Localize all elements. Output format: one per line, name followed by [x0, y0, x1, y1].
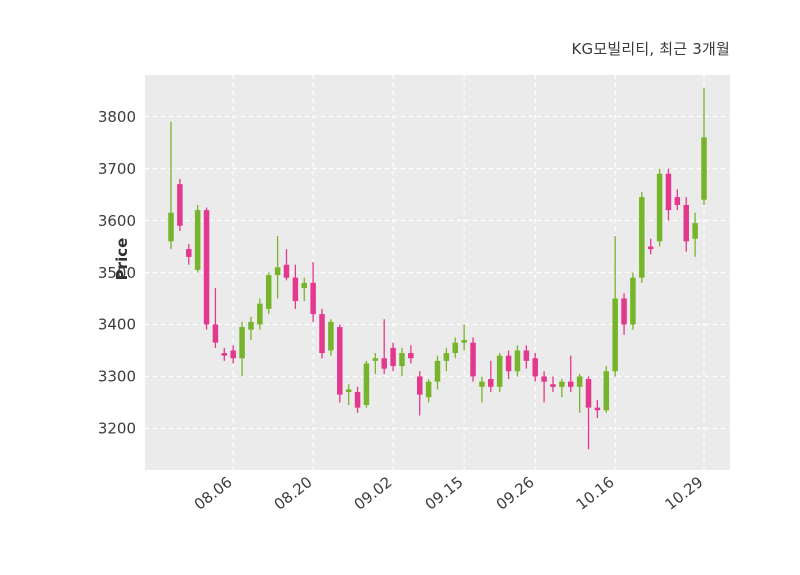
candle: [265, 272, 272, 315]
candle: [177, 178, 183, 231]
y-tick-label: 3200: [98, 420, 136, 438]
candle: [461, 324, 467, 351]
candle: [479, 376, 485, 403]
candle: [203, 207, 210, 330]
candle: [345, 384, 352, 406]
candle: [212, 288, 219, 348]
candle: [452, 337, 459, 359]
candle: [567, 355, 574, 393]
candle: [408, 345, 414, 364]
candle: [683, 197, 689, 252]
candle: [301, 277, 308, 302]
candle: [372, 353, 379, 374]
candle: [399, 347, 405, 377]
candle: [594, 399, 601, 419]
candle: [186, 243, 192, 265]
x-tick-label: 09.26: [493, 473, 538, 514]
candle: [603, 366, 610, 413]
candle: [194, 204, 201, 273]
candle: [505, 350, 512, 380]
candle: [496, 353, 503, 393]
candle: [354, 386, 361, 413]
candle: [612, 236, 618, 377]
candle: [257, 298, 263, 330]
y-tick-label: 3700: [98, 160, 136, 178]
candle: [248, 316, 254, 341]
x-tick-label: 10.29: [662, 473, 707, 514]
candle: [674, 189, 681, 211]
y-tick-label: 3600: [98, 212, 136, 230]
y-tick-label: 3300: [98, 368, 136, 386]
candle: [310, 262, 316, 322]
candle: [434, 355, 441, 390]
candle: [292, 264, 299, 309]
candle: [630, 272, 636, 330]
candle: [559, 379, 565, 398]
candles: [168, 87, 707, 450]
candle: [390, 342, 396, 372]
candle: [523, 345, 530, 369]
candle: [470, 337, 476, 382]
candle: [443, 347, 450, 372]
candle: [239, 321, 245, 377]
candle: [381, 319, 387, 374]
candle: [701, 87, 707, 205]
candle: [514, 345, 521, 377]
x-tick-label: 09.02: [351, 473, 396, 514]
x-tick-label: 08.20: [271, 473, 316, 514]
candle: [692, 212, 698, 257]
candle: [283, 249, 290, 281]
candle: [363, 360, 370, 408]
candle: [274, 236, 281, 299]
y-tick-label: 3800: [98, 108, 136, 126]
candle: [647, 238, 654, 255]
chart-title: KG모빌리티, 최근 3개월: [571, 40, 730, 58]
x-tick-label: 08.06: [191, 473, 236, 514]
candle: [656, 168, 663, 247]
candle: [585, 376, 592, 450]
candle: [665, 168, 672, 221]
y-tick-label: 3400: [98, 316, 136, 334]
candle: [488, 360, 494, 393]
candle: [221, 347, 228, 361]
x-tick-label: 10.16: [573, 473, 618, 514]
candle: [416, 371, 423, 416]
candle: [319, 308, 325, 359]
candle: [550, 376, 556, 393]
candle: [337, 324, 343, 403]
candle: [230, 345, 236, 364]
candle: [621, 293, 627, 335]
candle: [532, 353, 538, 382]
y-tick-label: 3500: [98, 264, 136, 282]
candle: [576, 373, 583, 413]
candle: [168, 121, 174, 250]
candle: [541, 371, 547, 403]
x-tick-label: 09.15: [422, 473, 467, 514]
candle: [425, 379, 432, 403]
candle: [328, 319, 334, 356]
candle: [639, 191, 645, 283]
x-tick-labels: 08.06 08.20 09.02 09.15 09.26 10.16 10.29: [191, 473, 707, 514]
y-tick-labels: 3200 3300 3400 3500 3600 3700 3800: [98, 108, 136, 438]
